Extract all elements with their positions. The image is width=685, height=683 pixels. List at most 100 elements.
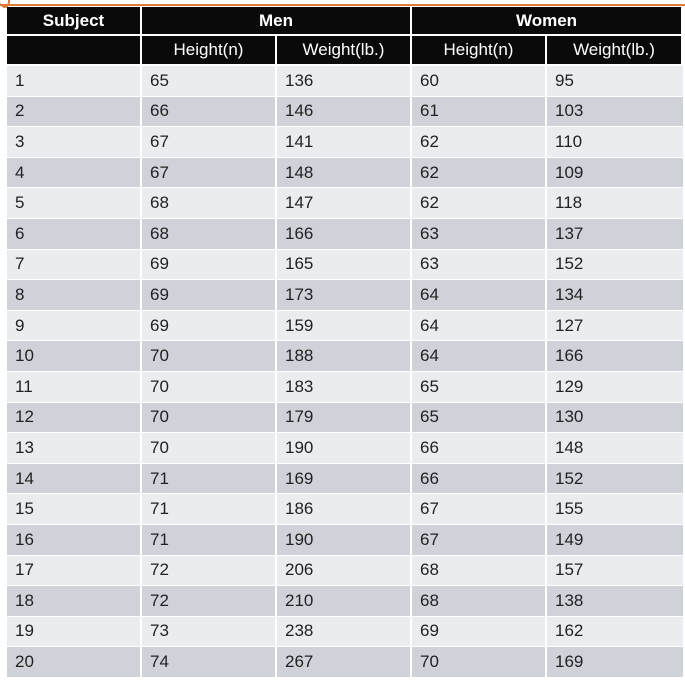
cell-men-weight: 173 bbox=[277, 280, 412, 311]
cell-women-height: 64 bbox=[412, 341, 547, 372]
cell-men-height: 67 bbox=[142, 127, 277, 158]
cell-women-weight: 137 bbox=[547, 218, 684, 250]
header-men: Men bbox=[142, 7, 412, 36]
table-header: Subject Men Women Height(n) Weight(lb.) … bbox=[7, 7, 684, 66]
table-row: 14 71 169 66 152 bbox=[7, 463, 684, 495]
cell-men-weight: 190 bbox=[277, 524, 412, 556]
cell-men-weight: 238 bbox=[277, 616, 412, 648]
header-subject-blank bbox=[7, 36, 142, 66]
cell-women-weight: 110 bbox=[547, 127, 684, 158]
cell-women-height: 66 bbox=[412, 433, 547, 464]
header-men-weight: Weight(lb.) bbox=[277, 36, 412, 66]
table-row: 11 70 183 65 129 bbox=[7, 371, 684, 403]
cell-men-height: 74 bbox=[142, 647, 277, 678]
table-row: 1 65 136 60 95 bbox=[7, 66, 684, 97]
cell-men-height: 71 bbox=[142, 494, 277, 525]
header-women-weight: Weight(lb.) bbox=[547, 36, 684, 66]
table-row: 12 70 179 65 130 bbox=[7, 402, 684, 434]
cell-subject: 12 bbox=[7, 402, 142, 434]
cell-subject: 1 bbox=[7, 66, 142, 97]
cell-men-height: 67 bbox=[142, 157, 277, 189]
cell-men-height: 69 bbox=[142, 310, 277, 342]
table-row: 19 73 238 69 162 bbox=[7, 616, 684, 648]
cell-subject: 5 bbox=[7, 188, 142, 219]
cell-subject: 16 bbox=[7, 524, 142, 556]
table-row: 7 69 165 63 152 bbox=[7, 249, 684, 281]
cell-women-weight: 109 bbox=[547, 157, 684, 189]
cell-women-weight: 103 bbox=[547, 96, 684, 128]
cell-women-height: 67 bbox=[412, 494, 547, 525]
table-row: 9 69 159 64 127 bbox=[7, 310, 684, 342]
cell-subject: 17 bbox=[7, 555, 142, 587]
cell-women-weight: 149 bbox=[547, 524, 684, 556]
cell-men-weight: 188 bbox=[277, 341, 412, 372]
cell-women-weight: 129 bbox=[547, 371, 684, 403]
cell-subject: 8 bbox=[7, 280, 142, 311]
cell-subject: 7 bbox=[7, 249, 142, 281]
cell-subject: 13 bbox=[7, 433, 142, 464]
cell-men-height: 72 bbox=[142, 555, 277, 587]
cell-women-height: 63 bbox=[412, 218, 547, 250]
cell-men-height: 68 bbox=[142, 188, 277, 219]
cell-women-height: 65 bbox=[412, 402, 547, 434]
cell-men-weight: 169 bbox=[277, 463, 412, 495]
table-row: 5 68 147 62 118 bbox=[7, 188, 684, 219]
table-row: 4 67 148 62 109 bbox=[7, 157, 684, 189]
header-women: Women bbox=[412, 7, 684, 36]
table-row: 2 66 146 61 103 bbox=[7, 96, 684, 128]
cell-men-height: 70 bbox=[142, 433, 277, 464]
cell-subject: 9 bbox=[7, 310, 142, 342]
cell-men-height: 70 bbox=[142, 402, 277, 434]
cell-subject: 11 bbox=[7, 371, 142, 403]
cell-men-weight: 159 bbox=[277, 310, 412, 342]
cell-women-weight: 130 bbox=[547, 402, 684, 434]
cell-women-weight: 169 bbox=[547, 647, 684, 678]
header-subject: Subject bbox=[7, 7, 142, 36]
header-men-height: Height(n) bbox=[142, 36, 277, 66]
table-row: 15 71 186 67 155 bbox=[7, 494, 684, 525]
cell-women-height: 62 bbox=[412, 157, 547, 189]
table-row: 13 70 190 66 148 bbox=[7, 433, 684, 464]
cell-men-height: 69 bbox=[142, 280, 277, 311]
cell-men-weight: 148 bbox=[277, 157, 412, 189]
cell-men-height: 66 bbox=[142, 96, 277, 128]
height-weight-table: Subject Men Women Height(n) Weight(lb.) … bbox=[7, 7, 684, 678]
table-row: 10 70 188 64 166 bbox=[7, 341, 684, 372]
cell-women-height: 65 bbox=[412, 371, 547, 403]
cell-women-height: 60 bbox=[412, 66, 547, 97]
cell-men-weight: 147 bbox=[277, 188, 412, 219]
cell-women-height: 62 bbox=[412, 188, 547, 219]
cell-women-weight: 134 bbox=[547, 280, 684, 311]
table-body: 1 65 136 60 95 2 66 146 61 103 3 67 141 62 110 4 67 148 62… bbox=[7, 66, 684, 678]
cell-men-weight: 136 bbox=[277, 66, 412, 97]
header-women-height: Height(n) bbox=[412, 36, 547, 66]
cell-women-weight: 157 bbox=[547, 555, 684, 587]
cell-women-weight: 152 bbox=[547, 463, 684, 495]
cell-subject: 2 bbox=[7, 96, 142, 128]
cell-men-height: 69 bbox=[142, 249, 277, 281]
cell-men-weight: 165 bbox=[277, 249, 412, 281]
cell-women-weight: 148 bbox=[547, 433, 684, 464]
cell-men-height: 70 bbox=[142, 341, 277, 372]
cell-women-weight: 166 bbox=[547, 341, 684, 372]
cell-subject: 10 bbox=[7, 341, 142, 372]
cell-subject: 6 bbox=[7, 218, 142, 250]
cell-men-height: 70 bbox=[142, 371, 277, 403]
cell-men-weight: 206 bbox=[277, 555, 412, 587]
cell-men-height: 71 bbox=[142, 524, 277, 556]
cell-subject: 18 bbox=[7, 586, 142, 617]
table-row: 17 72 206 68 157 bbox=[7, 555, 684, 587]
cell-women-height: 70 bbox=[412, 647, 547, 678]
top-accent-line bbox=[0, 4, 685, 6]
table-row: 18 72 210 68 138 bbox=[7, 586, 684, 617]
cell-men-weight: 141 bbox=[277, 127, 412, 158]
cell-women-height: 61 bbox=[412, 96, 547, 128]
cell-women-height: 68 bbox=[412, 555, 547, 587]
cell-women-weight: 95 bbox=[547, 66, 684, 97]
table-row: 8 69 173 64 134 bbox=[7, 280, 684, 311]
cell-women-height: 62 bbox=[412, 127, 547, 158]
cell-men-height: 71 bbox=[142, 463, 277, 495]
cell-men-height: 68 bbox=[142, 218, 277, 250]
cell-women-weight: 152 bbox=[547, 249, 684, 281]
cell-subject: 19 bbox=[7, 616, 142, 648]
